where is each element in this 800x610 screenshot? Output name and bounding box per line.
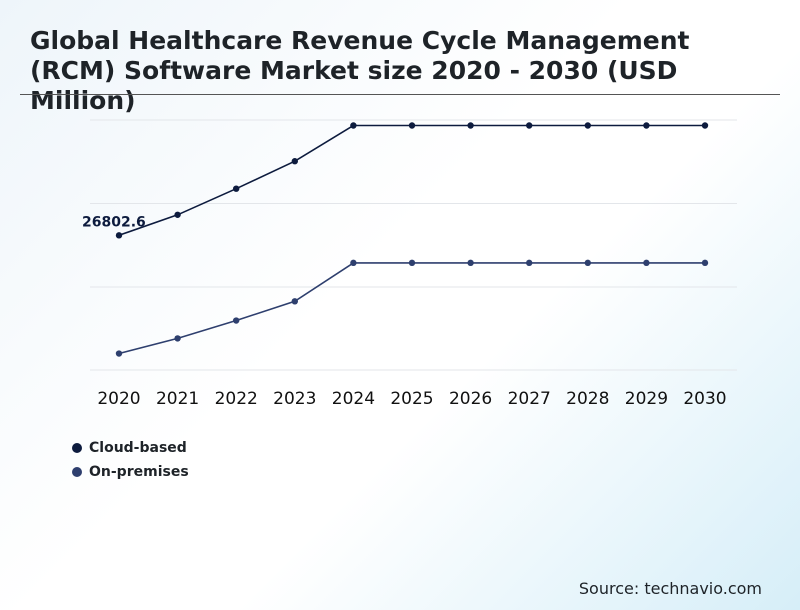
point-on-premises-2020 <box>115 350 123 357</box>
gridlines <box>90 119 737 371</box>
x-tick-label: 2024 <box>332 389 375 409</box>
x-tick-label: 2020 <box>97 389 140 409</box>
title-divider <box>20 94 780 95</box>
point-on-premises-2026 <box>467 259 474 267</box>
x-tick-label: 2028 <box>566 389 609 409</box>
legend-marker-cloud-based <box>72 443 82 453</box>
point-on-premises-2029 <box>643 259 650 267</box>
chart-title: Global Healthcare Revenue Cycle Manageme… <box>30 26 690 115</box>
x-tick-label: 2026 <box>449 389 492 409</box>
legend-marker-on-premises <box>72 467 82 477</box>
legend-label: On-premises <box>89 464 189 480</box>
point-on-premises-2023 <box>291 298 298 305</box>
legend-item-on-premises[interactable]: On-premises <box>72 460 189 484</box>
point-cloud-based-2028 <box>584 122 591 129</box>
legend: Cloud-based On-premises <box>72 436 189 484</box>
point-on-premises-2028 <box>584 259 591 267</box>
point-cloud-based-2022 <box>233 185 240 192</box>
point-cloud-based-2025 <box>408 122 416 129</box>
source-caption: Source: technavio.com <box>578 579 762 598</box>
data-labels: 26802.6 <box>82 214 146 230</box>
x-tick-label: 2025 <box>390 389 433 409</box>
point-cloud-based-2027 <box>526 122 533 129</box>
point-cloud-based-2023 <box>291 158 298 165</box>
point-cloud-based-2024 <box>350 122 357 129</box>
line-on-premises <box>118 262 705 355</box>
point-on-premises-2021 <box>174 335 181 342</box>
legend-label: Cloud-based <box>89 440 187 456</box>
point-cloud-based-2030 <box>701 122 709 129</box>
x-tick-label: 2021 <box>156 389 199 409</box>
series-points <box>115 122 709 357</box>
legend-item-cloud-based[interactable]: Cloud-based <box>72 436 189 460</box>
point-on-premises-2024 <box>350 259 357 267</box>
data-label: 26802.6 <box>82 214 146 230</box>
line-cloud-based <box>118 124 705 237</box>
x-tick-label: 2030 <box>683 389 726 409</box>
series-lines <box>118 124 705 355</box>
x-tick-label: 2023 <box>273 389 316 409</box>
point-cloud-based-2020 <box>115 232 123 239</box>
point-on-premises-2030 <box>701 259 709 267</box>
point-cloud-based-2021 <box>174 211 181 218</box>
x-tick-label: 2027 <box>508 389 551 409</box>
point-on-premises-2025 <box>408 259 416 267</box>
x-tick-label: 2029 <box>625 389 668 409</box>
point-on-premises-2027 <box>526 259 533 267</box>
x-axis-ticks: 2020 2021 2022 2023 2024 2025 2026 2027 2028 2029… <box>97 389 726 409</box>
point-cloud-based-2029 <box>643 122 650 129</box>
point-on-premises-2022 <box>233 317 240 324</box>
x-tick-label: 2022 <box>215 389 258 409</box>
point-cloud-based-2026 <box>467 122 474 129</box>
